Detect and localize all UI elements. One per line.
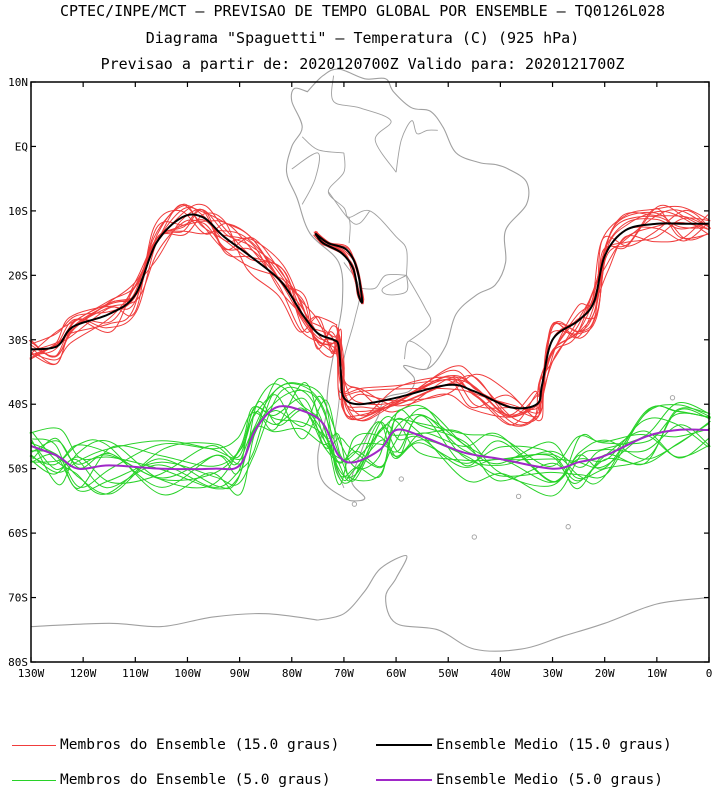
- member-line-5c: [31, 383, 711, 489]
- legend-mean-15: Ensemble Medio (15.0 graus): [376, 736, 672, 754]
- longitude-labels: 130W 120W 110W 100W 90W 80W 70W 60W 50W 40W 30W 20W…: [18, 667, 713, 680]
- country-border-9: [395, 120, 438, 173]
- country-border-1: [359, 273, 407, 290]
- lon-label: 50W: [438, 667, 458, 680]
- mean-loop-andes: [314, 232, 364, 304]
- mean-line-5c: [30, 405, 710, 471]
- country-border-3: [301, 136, 344, 154]
- legend-swatch-members-5: [12, 779, 56, 781]
- lon-label: 70W: [334, 667, 354, 680]
- country-border-11: [348, 217, 351, 244]
- axis-ticks: [30, 81, 710, 663]
- lon-label: 80W: [282, 667, 302, 680]
- lat-label: 10N: [8, 76, 28, 89]
- island-1: [515, 493, 522, 500]
- lat-label: 60S: [8, 527, 28, 540]
- member-line-15c: [30, 204, 710, 422]
- lon-label: 10W: [647, 667, 667, 680]
- chart-title-line1: CPTEC/INPE/MCT — PREVISAO DE TEMPO GLOBA…: [59, 2, 666, 20]
- lat-label: 30S: [8, 334, 28, 347]
- island-2: [471, 534, 477, 540]
- member-line-5c: [30, 405, 711, 488]
- country-border-8: [331, 75, 397, 173]
- legend-members-15: Membros do Ensemble (15.0 graus): [12, 736, 339, 754]
- member-line-5c: [32, 382, 709, 495]
- mean-line-15c: [30, 213, 709, 410]
- lon-label: 40W: [490, 667, 510, 680]
- country-border-6: [403, 340, 432, 369]
- chart-title-line2: Diagrama "Spaguetti" — Temperatura (C) (…: [145, 29, 580, 47]
- legend-mean-5: Ensemble Medio (5.0 graus): [376, 771, 663, 789]
- coastlines: [30, 68, 710, 652]
- latitude-labels: 10N EQ 10S 20S 30S 40S 50S 60S 70S 80S: [8, 76, 28, 669]
- legend-label-mean-15: Ensemble Medio (15.0 graus): [436, 737, 672, 753]
- lat-label: 80S: [8, 656, 28, 669]
- legend-label-mean-5: Ensemble Medio (5.0 graus): [436, 772, 663, 788]
- lat-label: EQ: [15, 140, 28, 153]
- member-line-5c: [29, 395, 711, 496]
- lat-label: 40S: [8, 398, 28, 411]
- lon-label: 30W: [543, 667, 563, 680]
- map-frame: [30, 81, 710, 663]
- lat-label: 70S: [8, 592, 28, 605]
- lon-label: 60W: [386, 667, 406, 680]
- lon-label: 0: [706, 667, 713, 680]
- coastline-antarctica: [317, 555, 710, 652]
- member-line-5c: [31, 397, 709, 488]
- ensemble-mean-lines: [30, 213, 710, 471]
- lon-label: 130W: [18, 667, 45, 680]
- member-line-15c: [29, 203, 708, 417]
- member-line-5c: [32, 386, 711, 492]
- member-line-5c: [32, 382, 711, 490]
- country-border-10: [327, 191, 371, 225]
- lon-label: 90W: [230, 667, 250, 680]
- legend-label-members-5: Membros do Ensemble (5.0 graus): [60, 772, 331, 788]
- country-border-7: [381, 274, 409, 296]
- coastline-south-america: [285, 68, 530, 502]
- lat-label: 50S: [8, 463, 28, 476]
- island-4: [669, 395, 676, 401]
- country-border-4: [291, 152, 320, 205]
- lon-label: 20W: [595, 667, 615, 680]
- member-line-5c: [31, 406, 711, 489]
- legend-label-members-15: Membros do Ensemble (15.0 graus): [60, 737, 340, 753]
- member-line-15c: [32, 208, 710, 426]
- lon-label: 100W: [174, 667, 201, 680]
- chart-title-line3: Previsao a partir de: 2020120700Z Valido…: [100, 55, 625, 73]
- island-0: [398, 476, 404, 482]
- lon-label: 110W: [122, 667, 149, 680]
- lat-label: 10S: [8, 205, 28, 218]
- coastline-west-antarctica: [30, 613, 318, 628]
- member-line-15c: [32, 205, 710, 418]
- island-5: [351, 501, 358, 507]
- member-line-5c: [29, 417, 709, 490]
- lon-label: 120W: [70, 667, 97, 680]
- country-border-5: [406, 275, 432, 342]
- member-line-15c: [30, 212, 708, 426]
- legend-swatch-members-15: [12, 744, 56, 746]
- legend-swatch-mean-5: [376, 779, 432, 781]
- lat-label: 20S: [8, 269, 28, 282]
- legend-swatch-mean-15: [376, 744, 432, 746]
- island-3: [565, 524, 571, 530]
- legend-members-5: Membros do Ensemble (5.0 graus): [12, 771, 331, 789]
